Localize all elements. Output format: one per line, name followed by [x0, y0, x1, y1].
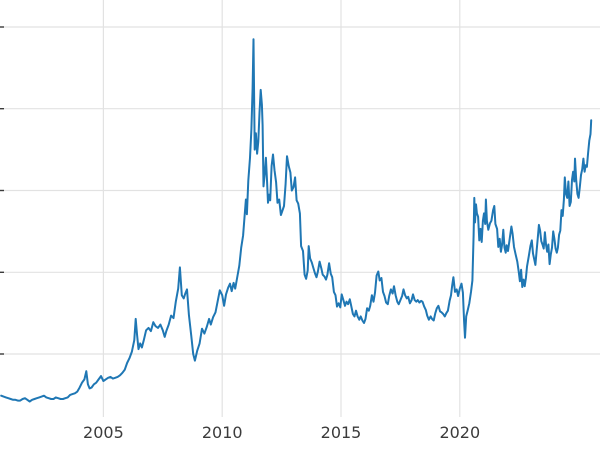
- price-line-series: [0, 38, 593, 403]
- x-tick-label: 2015: [321, 423, 362, 442]
- x-tick-label: 2005: [83, 423, 124, 442]
- x-tick-label: 2020: [439, 423, 480, 442]
- x-tick-label: 2010: [202, 423, 243, 442]
